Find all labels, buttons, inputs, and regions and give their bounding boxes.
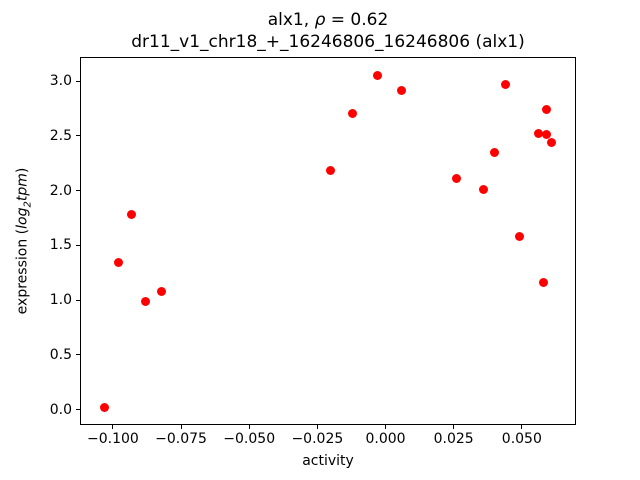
title-line-2: dr11_v1_chr18_+_16246806_16246806 (alx1) <box>131 32 525 52</box>
ylabel-prefix: expression ( <box>14 228 31 315</box>
y-axis-tick-mark <box>76 190 81 192</box>
rho-symbol: ρ <box>314 10 326 30</box>
x-axis-tick-mark <box>521 424 523 429</box>
x-axis-tick-label: −0.075 <box>155 431 207 447</box>
y-axis-tick-mark <box>76 244 81 246</box>
data-point <box>547 137 557 147</box>
data-point <box>490 147 500 157</box>
data-point <box>451 174 461 184</box>
x-axis-tick-label: −0.050 <box>223 431 276 447</box>
chart-title: alx1, ρ = 0.62 dr11_v1_chr18_+_16246806_… <box>80 9 576 53</box>
data-point <box>348 109 358 119</box>
y-axis-tick-mark <box>76 354 81 356</box>
data-point <box>541 130 551 140</box>
y-axis-tick-label: 0.5 <box>49 346 72 363</box>
y-axis-tick-mark <box>76 135 81 137</box>
data-point <box>113 258 123 268</box>
ylabel-log: log <box>14 207 31 229</box>
title-rho-value: = 0.62 <box>325 10 389 30</box>
y-axis-tick-mark <box>76 299 81 301</box>
x-axis-tick-mark <box>385 424 387 429</box>
x-axis-tick-mark <box>112 424 114 429</box>
data-point <box>326 166 336 176</box>
y-axis-tick-label: 3.0 <box>49 73 72 90</box>
data-point <box>397 86 407 96</box>
data-point <box>141 296 151 306</box>
x-axis-tick-label: −0.025 <box>291 431 344 447</box>
data-point <box>127 210 137 220</box>
y-axis-tick-label: 1.0 <box>49 292 72 309</box>
y-axis-tick-label: 0.0 <box>49 401 72 418</box>
ylabel-suffix: ) <box>14 167 31 174</box>
title-gene-prefix: alx1, <box>267 10 315 30</box>
data-point <box>514 232 524 242</box>
data-point <box>100 402 110 412</box>
data-point <box>500 79 510 89</box>
y-axis-tick-label: 1.5 <box>49 237 72 254</box>
plot-area: −0.100 −0.075 −0.050 −0.025 0.000 0.025 0.050 0… <box>50 57 576 447</box>
x-axis-label: activity <box>302 453 354 469</box>
data-point <box>539 278 549 288</box>
y-axis-label: expression (log2tpm) <box>0 57 36 425</box>
x-axis-tick-label: 0.000 <box>365 431 406 447</box>
y-axis-tick-mark <box>76 409 81 411</box>
data-point <box>157 286 167 296</box>
data-point <box>533 129 543 139</box>
x-axis-tick-label: 0.025 <box>433 431 474 447</box>
x-axis-tick-label: 0.050 <box>501 431 542 447</box>
data-point <box>541 105 551 115</box>
x-axis-tick-label: −0.100 <box>86 431 139 447</box>
x-axis-tick-mark <box>453 424 455 429</box>
y-axis-tick-label: 2.5 <box>49 127 72 144</box>
data-point <box>372 71 382 81</box>
y-axis-tick-mark <box>76 80 81 82</box>
y-axis-label-text: expression (log2tpm) <box>15 168 34 315</box>
ylabel-subscript: 2 <box>22 201 34 208</box>
data-point <box>479 185 489 195</box>
x-axis-tick-mark <box>180 424 182 429</box>
x-axis-tick-mark <box>316 424 318 429</box>
x-axis-tick-mark <box>248 424 250 429</box>
title-line-1: alx1, ρ = 0.62 <box>80 9 576 31</box>
y-axis-tick-label: 2.0 <box>49 182 72 199</box>
ylabel-tpm: tpm <box>14 173 31 202</box>
